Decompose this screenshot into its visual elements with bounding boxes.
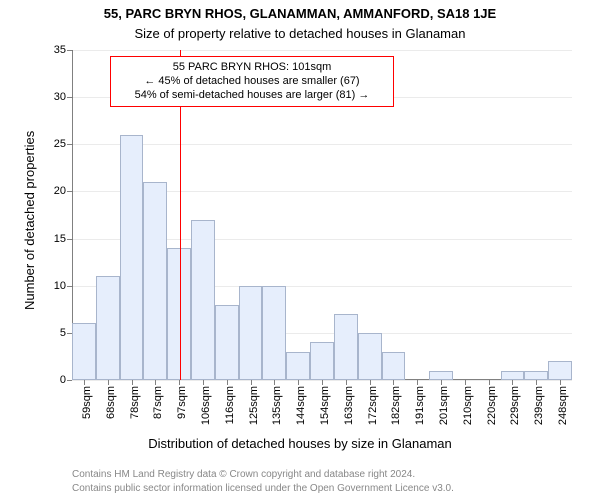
- ytick-label: 25: [54, 138, 72, 150]
- footer-line1: Contains HM Land Registry data © Crown c…: [72, 469, 415, 480]
- ytick-label: 5: [60, 327, 72, 339]
- xtick-mark: [346, 380, 347, 385]
- xtick-mark: [179, 380, 180, 385]
- page-title-line1: 55, PARC BRYN RHOS, GLANAMMAN, AMMANFORD…: [0, 6, 600, 21]
- xtick-mark: [203, 380, 204, 385]
- histogram-bar: [167, 248, 191, 380]
- histogram-bar: [334, 314, 358, 380]
- histogram-bar: [239, 286, 263, 380]
- ytick-label: 35: [54, 44, 72, 56]
- chart-container: 55, PARC BRYN RHOS, GLANAMMAN, AMMANFORD…: [0, 0, 600, 500]
- histogram-bar: [286, 352, 310, 380]
- gridline: [72, 50, 572, 51]
- xtick-mark: [84, 380, 85, 385]
- xtick-label: 154sqm: [319, 386, 331, 425]
- ytick-label: 10: [54, 280, 72, 292]
- xtick-mark: [560, 380, 561, 385]
- xtick-mark: [108, 380, 109, 385]
- histogram-bar: [120, 135, 144, 380]
- histogram-bar: [262, 286, 286, 380]
- annotation-line3: 54% of semi-detached houses are larger (…: [119, 89, 385, 103]
- histogram-bar: [143, 182, 167, 380]
- xtick-label: 220sqm: [486, 386, 498, 425]
- ytick-label: 0: [60, 374, 72, 386]
- annotation-box: 55 PARC BRYN RHOS: 101sqm ← 45% of detac…: [110, 56, 394, 107]
- xtick-label: 210sqm: [462, 386, 474, 425]
- histogram-bar: [96, 276, 120, 380]
- xtick-mark: [536, 380, 537, 385]
- xtick-mark: [251, 380, 252, 385]
- xtick-mark: [155, 380, 156, 385]
- xtick-label: 106sqm: [200, 386, 212, 425]
- xtick-label: 68sqm: [105, 386, 117, 419]
- histogram-bar: [215, 305, 239, 380]
- annotation-line1: 55 PARC BRYN RHOS: 101sqm: [119, 61, 385, 75]
- histogram-bar: [429, 371, 453, 380]
- xtick-label: 229sqm: [509, 386, 521, 425]
- xtick-label: 125sqm: [248, 386, 260, 425]
- histogram-bar: [310, 342, 334, 380]
- histogram-bar: [72, 323, 96, 380]
- xtick-mark: [417, 380, 418, 385]
- xtick-mark: [465, 380, 466, 385]
- xtick-mark: [298, 380, 299, 385]
- xtick-label: 116sqm: [224, 386, 236, 424]
- ytick-label: 30: [54, 91, 72, 103]
- xtick-label: 201sqm: [438, 386, 450, 425]
- histogram-bar: [191, 220, 215, 380]
- xtick-label: 172sqm: [367, 386, 379, 425]
- footer-line2: Contains public sector information licen…: [72, 483, 454, 494]
- histogram-bar: [358, 333, 382, 380]
- gridline: [72, 144, 572, 145]
- xtick-label: 191sqm: [414, 386, 426, 425]
- xtick-label: 144sqm: [295, 386, 307, 425]
- xtick-mark: [370, 380, 371, 385]
- x-axis-label: Distribution of detached houses by size …: [0, 436, 600, 451]
- xtick-label: 163sqm: [343, 386, 355, 425]
- ytick-label: 20: [54, 185, 72, 197]
- xtick-label: 78sqm: [129, 386, 141, 419]
- histogram-bar: [382, 352, 406, 380]
- xtick-label: 135sqm: [271, 386, 283, 425]
- xtick-label: 97sqm: [176, 386, 188, 419]
- xtick-mark: [441, 380, 442, 385]
- xtick-label: 182sqm: [390, 386, 402, 425]
- histogram-bar: [548, 361, 572, 380]
- histogram-bar: [501, 371, 525, 380]
- page-title-line2: Size of property relative to detached ho…: [0, 26, 600, 41]
- xtick-label: 59sqm: [81, 386, 93, 419]
- xtick-mark: [393, 380, 394, 385]
- xtick-mark: [132, 380, 133, 385]
- histogram-bar: [524, 371, 548, 380]
- ytick-label: 15: [54, 233, 72, 245]
- annotation-line2: ← 45% of detached houses are smaller (67…: [119, 75, 385, 89]
- xtick-label: 248sqm: [557, 386, 569, 425]
- xtick-mark: [489, 380, 490, 385]
- xtick-label: 87sqm: [152, 386, 164, 419]
- xtick-label: 239sqm: [533, 386, 545, 425]
- xtick-mark: [274, 380, 275, 385]
- xtick-mark: [322, 380, 323, 385]
- xtick-mark: [512, 380, 513, 385]
- xtick-mark: [227, 380, 228, 385]
- y-axis-label: Number of detached properties: [22, 131, 37, 310]
